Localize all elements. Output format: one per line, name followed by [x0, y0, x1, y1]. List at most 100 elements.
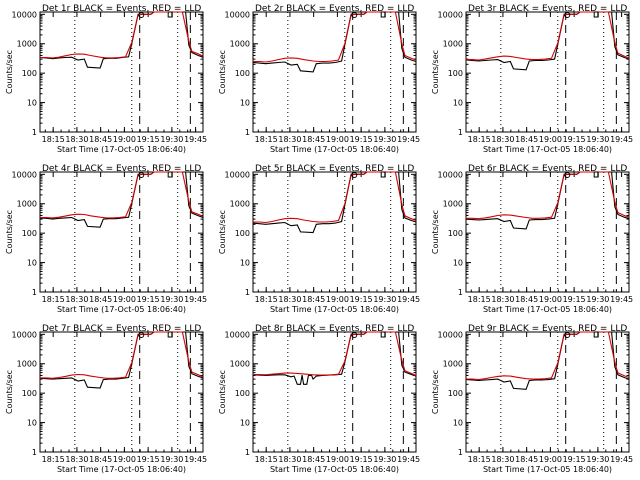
panel-det-7: Det 7r BLACK = Events, RED = LLD 1 10 100 10…: [5, 324, 207, 474]
y-tick-label: 100: [235, 229, 250, 238]
lld-series-line: [466, 171, 630, 220]
x-axis-label: Start Time (17-Oct-05 18:06:40): [483, 305, 612, 314]
saturation-marker: [138, 12, 145, 18]
x-tick-label: 18:30: [65, 295, 88, 304]
x-tick-label: 19:30: [586, 135, 609, 144]
y-tick-label: 10000: [438, 10, 463, 19]
y-tick-label: 10: [27, 259, 37, 268]
x-tick-label: 19:15: [563, 135, 586, 144]
y-axis-label: Counts/sec: [431, 370, 440, 414]
y-tick-label: 1000: [17, 360, 37, 369]
panel-det-2: Det 2r BLACK = Events, RED = LLD 1 10 100 10…: [218, 4, 420, 154]
y-tick-label: 1000: [443, 40, 463, 49]
y-tick-label: 100: [235, 69, 250, 78]
x-tick-label: 19:30: [160, 135, 183, 144]
y-tick-label: 10000: [12, 170, 37, 179]
saturation-marker: [593, 331, 599, 338]
x-tick-label: 18:15: [255, 135, 278, 144]
x-tick-label: 19:45: [610, 135, 633, 144]
x-tick-label: 19:00: [539, 295, 562, 304]
events-series-line: [465, 331, 630, 390]
y-axis-label: Counts/sec: [218, 210, 227, 254]
x-tick-label: 19:30: [160, 455, 183, 464]
x-tick-label: 19:15: [350, 135, 373, 144]
x-tick-label: 19:15: [563, 455, 586, 464]
x-tick-label: 18:15: [42, 295, 65, 304]
x-tick-label: 18:45: [89, 135, 112, 144]
x-tick-label: 19:00: [326, 135, 349, 144]
x-tick-label: 18:15: [468, 455, 491, 464]
y-tick-label: 1000: [443, 360, 463, 369]
panel-title: Det 4r BLACK = Events, RED = LLD: [42, 164, 201, 174]
panel-title: Det 9r BLACK = Events, RED = LLD: [468, 324, 627, 334]
lld-series-line: [253, 331, 417, 377]
x-tick-label: 18:15: [42, 135, 65, 144]
x-tick-label: 18:45: [302, 455, 325, 464]
panel-title: Det 5r BLACK = Events, RED = LLD: [255, 164, 414, 174]
y-tick-label: 100: [448, 69, 463, 78]
saturation-marker: [564, 332, 571, 338]
events-series-line: [39, 171, 204, 228]
y-tick-label: 1000: [230, 40, 250, 49]
saturation-marker: [380, 171, 386, 178]
x-tick-label: 18:30: [491, 455, 514, 464]
y-axis-label: Counts/sec: [431, 210, 440, 254]
x-tick-label: 19:30: [160, 295, 183, 304]
y-axis-label: Counts/sec: [5, 210, 14, 254]
y-tick-label: 1: [245, 288, 250, 297]
x-tick-label: 19:45: [397, 295, 420, 304]
y-tick-label: 10: [27, 99, 37, 108]
x-axis-label: Start Time (17-Oct-05 18:06:40): [270, 305, 399, 314]
x-tick-label: 18:45: [515, 135, 538, 144]
saturation-marker: [138, 332, 145, 338]
x-tick-label: 19:30: [373, 455, 396, 464]
y-axis-label: Counts/sec: [218, 370, 227, 414]
panel-det-6: Det 6r BLACK = Events, RED = LLD 1 10 100 10…: [431, 164, 633, 314]
panel-det-8: Det 8r BLACK = Events, RED = LLD 1 10 100 10…: [218, 324, 420, 474]
x-tick-label: 18:45: [515, 455, 538, 464]
y-tick-label: 1000: [17, 200, 37, 209]
lld-series-line: [40, 331, 204, 379]
saturation-marker: [564, 172, 571, 178]
y-tick-label: 1: [458, 128, 463, 137]
x-tick-label: 18:15: [468, 295, 491, 304]
x-axis-label: Start Time (17-Oct-05 18:06:40): [483, 145, 612, 154]
x-tick-label: 19:00: [113, 455, 136, 464]
panel-title: Det 1r BLACK = Events, RED = LLD: [42, 4, 201, 14]
y-tick-label: 100: [448, 229, 463, 238]
y-tick-label: 100: [22, 229, 37, 238]
panel-title: Det 3r BLACK = Events, RED = LLD: [468, 4, 627, 14]
y-tick-label: 10000: [225, 330, 250, 339]
y-tick-label: 10: [453, 99, 463, 108]
x-tick-label: 19:30: [373, 135, 396, 144]
x-tick-label: 19:00: [326, 455, 349, 464]
saturation-marker: [167, 331, 173, 338]
events-series-line: [39, 331, 204, 389]
events-series-line: [465, 171, 630, 230]
panel-det-3: Det 3r BLACK = Events, RED = LLD 1 10 100 10…: [431, 4, 633, 154]
x-tick-label: 18:45: [89, 295, 112, 304]
x-tick-label: 19:45: [184, 135, 207, 144]
y-tick-label: 1: [32, 128, 37, 137]
x-tick-label: 19:30: [373, 295, 396, 304]
lld-series-line: [466, 331, 630, 381]
y-tick-label: 100: [22, 389, 37, 398]
y-tick-label: 1000: [17, 40, 37, 49]
x-tick-label: 19:45: [610, 455, 633, 464]
saturation-marker: [564, 12, 571, 18]
y-tick-label: 1: [458, 448, 463, 457]
plot-frame: [465, 11, 630, 133]
y-tick-label: 1: [458, 288, 463, 297]
y-tick-label: 10000: [225, 10, 250, 19]
x-tick-label: 19:45: [184, 295, 207, 304]
x-tick-label: 19:15: [350, 455, 373, 464]
saturation-marker: [593, 171, 599, 178]
x-tick-label: 19:15: [137, 295, 160, 304]
x-tick-label: 18:15: [255, 455, 278, 464]
saturation-marker: [380, 11, 386, 18]
plot-frame: [252, 171, 417, 293]
panel-title: Det 7r BLACK = Events, RED = LLD: [42, 324, 201, 334]
x-tick-label: 19:15: [137, 455, 160, 464]
y-tick-label: 10000: [438, 330, 463, 339]
